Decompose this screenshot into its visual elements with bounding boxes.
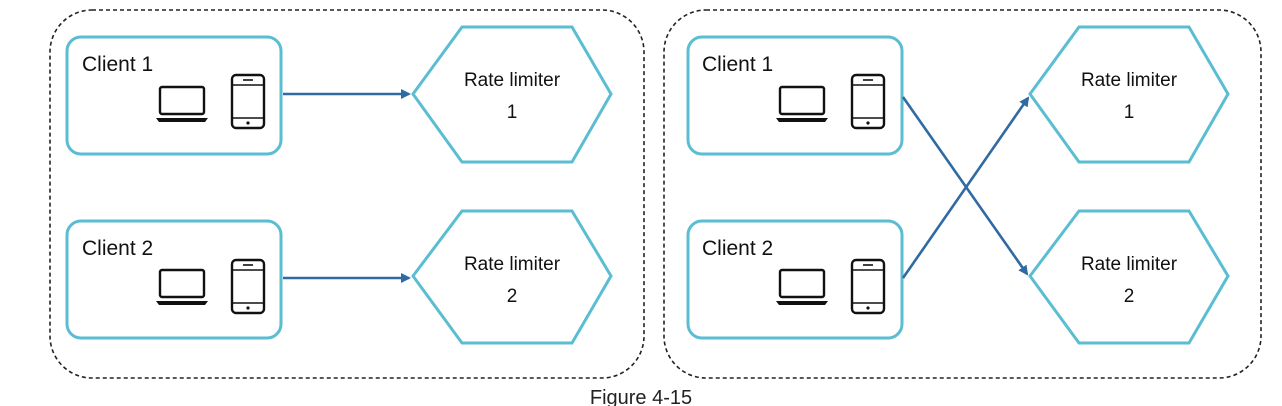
right-client-2-box: Client 2 (686, 219, 904, 340)
figure-caption: Figure 4-15 (590, 387, 692, 406)
rate-limiter-2-number: 2 (507, 286, 518, 307)
left-rate-limiter-2: Rate limiter 2 (411, 209, 613, 345)
arrow-client-1-to-rate-limiter-2 (901, 96, 1029, 276)
rate-limiter-1-label: Rate limiter (1081, 70, 1178, 91)
left-rate-limiter-1: Rate limiter 1 (411, 25, 613, 164)
rate-limiter-1-number: 1 (507, 102, 518, 123)
rate-limiter-2-number: 2 (1124, 286, 1135, 307)
left-group-border (49, 9, 645, 379)
arrow-client-2-to-rate-limiter-1 (901, 96, 1030, 279)
client-1-label: Client 1 (82, 53, 153, 76)
client-2-label: Client 2 (702, 237, 773, 260)
rate-limiter-2-label: Rate limiter (464, 254, 561, 275)
rate-limiter-1-label: Rate limiter (464, 70, 561, 91)
left-client-2-box: Client 2 (65, 219, 283, 340)
right-client-1-box: Client 1 (686, 35, 904, 156)
right-rate-limiter-1: Rate limiter 1 (1028, 25, 1230, 164)
right-group: Client 1 Client 2 Rate limiter 1 Rate li… (663, 9, 1262, 379)
right-group-border (663, 9, 1262, 379)
left-group: Client 1 Client 2 Rate limiter 1 Rate li… (49, 9, 645, 379)
rate-limiter-1-number: 1 (1124, 102, 1135, 123)
client-2-label: Client 2 (82, 237, 153, 260)
right-rate-limiter-2: Rate limiter 2 (1028, 209, 1230, 345)
client-1-label: Client 1 (702, 53, 773, 76)
rate-limiter-2-label: Rate limiter (1081, 254, 1178, 275)
left-client-1-box: Client 1 (65, 35, 283, 156)
